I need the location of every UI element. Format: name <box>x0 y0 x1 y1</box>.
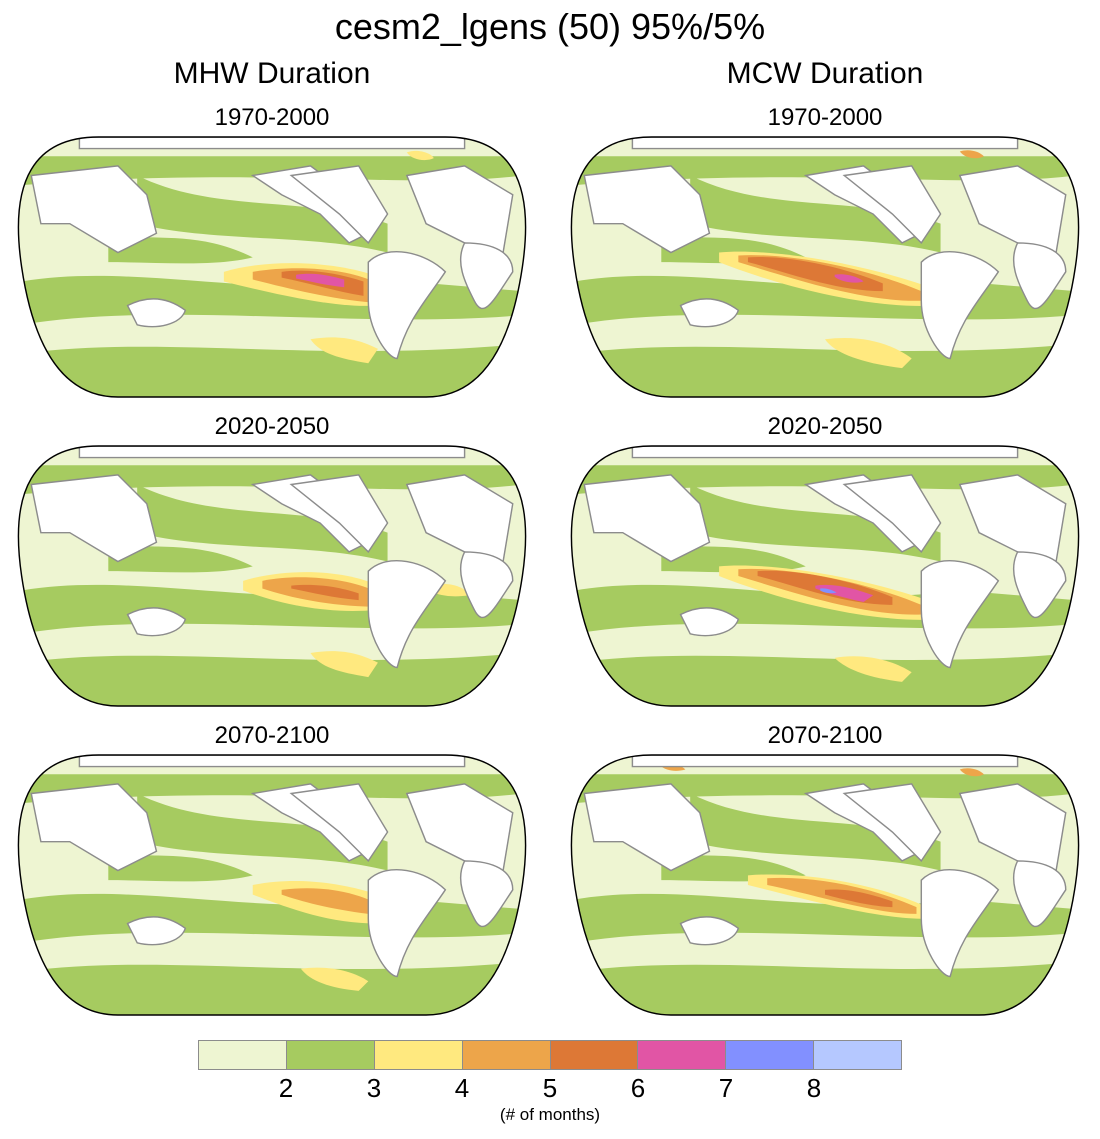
colorbar-tick-label: 6 <box>630 1073 646 1103</box>
panel-title-mcw-1970-2000: 1970-2000 <box>767 104 883 131</box>
map-frame <box>17 754 527 1016</box>
map-frame <box>17 136 527 398</box>
column-title-mcw: MCW Duration <box>726 57 924 90</box>
colorbar-units: (# of months) <box>499 1105 601 1124</box>
colorbar-swatch <box>199 1041 286 1069</box>
colorbar-swatch <box>725 1041 814 1069</box>
colorbar-tick-label: 8 <box>806 1073 822 1103</box>
column-title-mhw: MHW Duration <box>173 57 371 90</box>
map-panel-mcw-2020-2050 <box>570 445 1080 707</box>
panel-title-mhw-1970-2000: 1970-2000 <box>214 104 330 131</box>
colorbar-tick-label: 5 <box>542 1073 558 1103</box>
map-frame <box>570 445 1080 707</box>
figure-title: cesm2_lgens (50) 95%/5% <box>334 6 766 47</box>
colorbar-tick-label: 4 <box>454 1073 470 1103</box>
map-panel-mhw-2020-2050 <box>17 445 527 707</box>
colorbar-swatch <box>285 1041 374 1069</box>
map-panel-mhw-1970-2000 <box>17 136 527 398</box>
panel-title-mhw-2070-2100: 2070-2100 <box>214 722 330 749</box>
panel-title-mcw-2070-2100: 2070-2100 <box>767 722 883 749</box>
colorbar-swatch <box>461 1041 550 1069</box>
colorbar-swatch <box>373 1041 462 1069</box>
colorbar-tick-label: 7 <box>718 1073 734 1103</box>
map-panel-mhw-2070-2100 <box>17 754 527 1016</box>
map-frame <box>570 136 1080 398</box>
colorbar-tick-label: 3 <box>366 1073 382 1103</box>
colorbar <box>198 1040 902 1070</box>
map-panel-mcw-1970-2000 <box>570 136 1080 398</box>
panel-title-mcw-2020-2050: 2020-2050 <box>767 413 883 440</box>
map-frame <box>570 754 1080 1016</box>
colorbar-swatch <box>637 1041 726 1069</box>
map-frame <box>17 445 527 707</box>
panel-title-mhw-2020-2050: 2020-2050 <box>214 413 330 440</box>
map-panel-mcw-2070-2100 <box>570 754 1080 1016</box>
colorbar-tick-label: 2 <box>278 1073 294 1103</box>
colorbar-swatch <box>813 1041 901 1069</box>
colorbar-swatch <box>549 1041 638 1069</box>
